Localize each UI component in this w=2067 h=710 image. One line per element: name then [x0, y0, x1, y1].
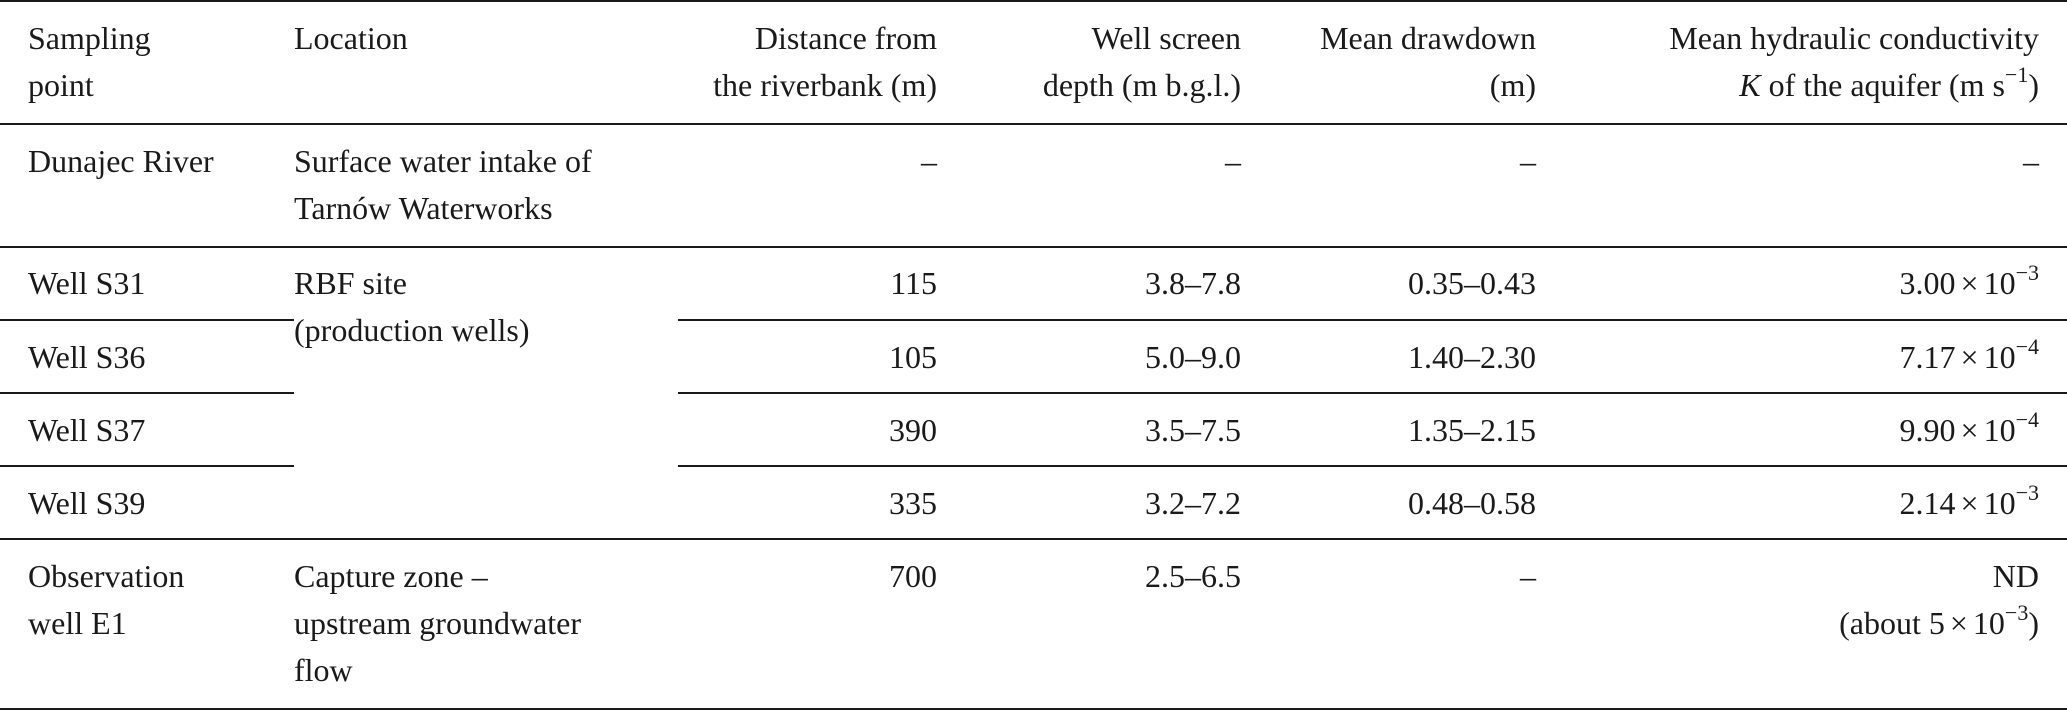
cell-location: Surface water intake of Tarnów Waterwork… [294, 124, 678, 247]
cell-text: RBF site [294, 265, 407, 301]
cell-conductivity: – [2023, 143, 2039, 179]
exponent: −3 [2015, 260, 2039, 285]
cell-text: Well S39 [28, 485, 146, 521]
cell-depth: 2.5–6.5 [1145, 558, 1241, 594]
header-text: depth (m b.g.l.) [1042, 67, 1241, 103]
cell-point: Dunajec River [0, 124, 294, 247]
cell-text: Capture zone – [294, 558, 488, 594]
exponent: −3 [2015, 480, 2039, 505]
header-text-part: ) [2028, 67, 2039, 103]
k-base: 10 [1983, 339, 2016, 375]
cell-drawdown: 0.48–0.58 [1408, 485, 1536, 521]
k-base: 10 [1983, 412, 2016, 448]
cell-drawdown: – [1520, 558, 1536, 594]
cell-location: Capture zone – upstream groundwater flow [294, 539, 678, 709]
cell-text: upstream groundwater [294, 605, 582, 641]
cell-text: Observation [28, 558, 185, 594]
times-sign: × [1960, 265, 1979, 301]
k-base: 10 [1983, 265, 2016, 301]
k-mantissa: 2.14 [1899, 485, 1956, 521]
cell-text: Well S37 [28, 412, 146, 448]
cell-text: ND [1992, 558, 2039, 594]
cell-drawdown: 1.40–2.30 [1264, 320, 1560, 394]
header-text-part: of the aquifer (m s [1760, 67, 2005, 103]
table-row: Well S31 RBF site (production wells) 115… [0, 247, 2067, 348]
cell-distance: 390 [678, 393, 976, 467]
cell-depth: 3.2–7.2 [1145, 485, 1241, 521]
header-text: Mean drawdown [1320, 20, 1536, 56]
cell-drawdown: 1.35–2.15 [1264, 393, 1560, 467]
k-mantissa: 7.17 [1899, 339, 1956, 375]
cell-depth: 5.0–9.0 [976, 320, 1264, 394]
header-text: the riverbank (m) [713, 67, 937, 103]
cell-conductivity: 9.90 × 10−4 [1560, 393, 2067, 467]
exponent: −4 [2015, 334, 2039, 359]
times-sign: × [1960, 485, 1979, 521]
cell-point: Well S39 [0, 466, 294, 539]
cell-text: (about 5 × 10−3) [1560, 600, 2039, 647]
k-symbol: K [1739, 67, 1761, 103]
header-text: Distance from [754, 20, 937, 56]
cell-location: RBF site (production wells) [294, 247, 678, 539]
header-text: Location [294, 20, 408, 56]
header-text: Well screen [1091, 20, 1241, 56]
times-sign: × [1960, 412, 1979, 448]
header-location: Location [294, 1, 678, 124]
table-header-row: Sampling point Location Distance from th… [0, 1, 2067, 124]
k-base: 10 [1972, 605, 2005, 641]
cell-distance: 335 [889, 485, 937, 521]
exponent: −1 [2004, 62, 2029, 87]
cell-conductivity: 2.14 × 10−3 [1560, 466, 2067, 539]
cell-point: Well S36 [0, 320, 294, 394]
header-text: Mean hydraulic conductivity [1669, 20, 2039, 56]
k-prefix: (about 5 [1839, 605, 1945, 641]
cell-distance: 105 [678, 320, 976, 394]
cell-text: Dunajec River [28, 143, 214, 179]
k-base: 10 [1983, 485, 2016, 521]
cell-point: Well S37 [0, 393, 294, 467]
k-suffix: ) [2028, 605, 2039, 641]
table-row: Well S39 335 3.2–7.2 0.48–0.58 2.14 × 10−3 [0, 466, 2067, 539]
header-screen-depth: Well screen depth (m b.g.l.) [976, 1, 1264, 124]
cell-conductivity: ND (about 5 × 10−3) [1560, 539, 2067, 709]
times-sign: × [1960, 339, 1979, 375]
cell-text: well E1 [28, 605, 127, 641]
exponent: −3 [2004, 600, 2029, 625]
header-drawdown: Mean drawdown (m) [1264, 1, 1560, 124]
header-text: (m) [1489, 67, 1536, 103]
cell-text: flow [294, 652, 353, 688]
table-row: Observation well E1 Capture zone – upstr… [0, 539, 2067, 709]
cell-text: Surface water intake of [294, 143, 592, 179]
cell-point: Well S31 [0, 247, 294, 321]
header-text: K of the aquifer (m s−1) [1560, 62, 2039, 109]
table-row: Well S37 390 3.5–7.5 1.35–2.15 9.90 × 10−4 [0, 393, 2067, 467]
cell-distance: 700 [889, 558, 937, 594]
cell-distance: – [921, 143, 937, 179]
header-text: point [28, 67, 94, 103]
times-sign: × [1949, 605, 1968, 641]
table-row: Well S36 105 5.0–9.0 1.40–2.30 7.17 × 10−4 [0, 320, 2067, 394]
cell-drawdown: 0.35–0.43 [1264, 247, 1560, 321]
cell-drawdown: – [1520, 143, 1536, 179]
header-distance: Distance from the riverbank (m) [678, 1, 976, 124]
cell-conductivity: 7.17 × 10−4 [1560, 320, 2067, 394]
cell-conductivity: 3.00 × 10−3 [1560, 247, 2067, 321]
cell-text: (production wells) [294, 312, 530, 348]
header-sampling-point: Sampling point [0, 1, 294, 124]
cell-distance: 115 [678, 247, 976, 321]
cell-point: Observation well E1 [0, 539, 294, 709]
cell-text: Tarnów Waterworks [294, 190, 553, 226]
header-conductivity: Mean hydraulic conductivity K of the aqu… [1560, 1, 2067, 124]
exponent: −4 [2015, 407, 2039, 432]
k-mantissa: 9.90 [1899, 412, 1956, 448]
cell-text: Well S36 [28, 339, 146, 375]
header-text: Sampling [28, 20, 151, 56]
k-mantissa: 3.00 [1899, 265, 1956, 301]
cell-depth: – [1225, 143, 1241, 179]
table-row: Dunajec River Surface water intake of Ta… [0, 124, 2067, 247]
cell-depth: 3.8–7.8 [976, 247, 1264, 321]
cell-text: Well S31 [28, 265, 146, 301]
cell-depth: 3.5–7.5 [976, 393, 1264, 467]
